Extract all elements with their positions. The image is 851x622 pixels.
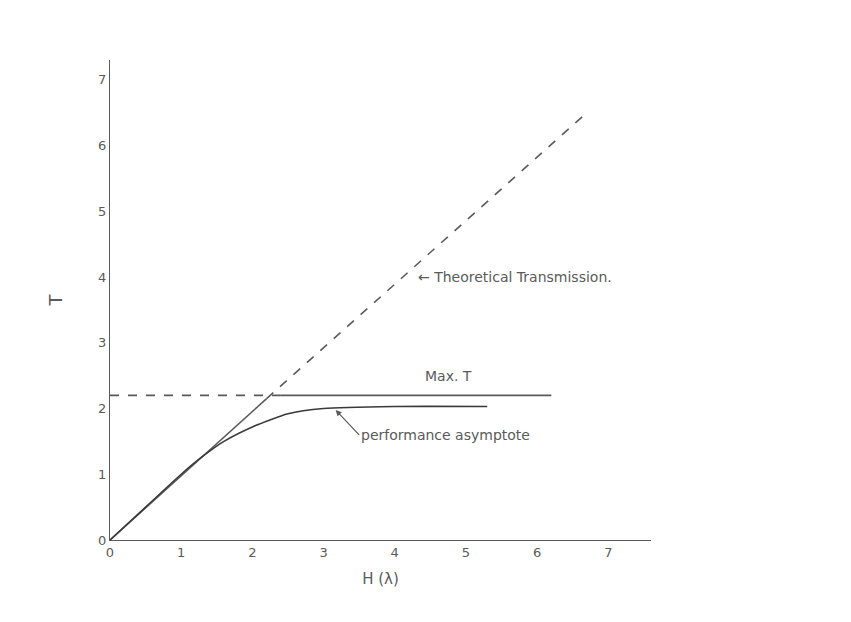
svg-text:6: 6: [533, 545, 541, 560]
svg-text:7: 7: [604, 545, 612, 560]
svg-text:← Theoretical Transmission.: ← Theoretical Transmission.: [418, 269, 612, 285]
svg-text:3: 3: [98, 335, 106, 350]
svg-text:0: 0: [98, 533, 106, 548]
svg-text:2: 2: [248, 545, 256, 560]
svg-text:Max. T: Max. T: [425, 368, 472, 384]
svg-text:4: 4: [391, 545, 399, 560]
svg-text:5: 5: [98, 204, 106, 219]
svg-text:6: 6: [98, 138, 106, 153]
svg-text:1: 1: [98, 467, 106, 482]
svg-text:0: 0: [106, 545, 114, 560]
svg-text:4: 4: [98, 270, 106, 285]
svg-text:2: 2: [98, 401, 106, 416]
svg-text:performance asymptote: performance asymptote: [361, 427, 530, 443]
svg-text:5: 5: [462, 545, 470, 560]
svg-text:T: T: [45, 294, 66, 307]
svg-text:H (λ): H (λ): [362, 570, 399, 588]
svg-text:3: 3: [319, 545, 327, 560]
svg-text:7: 7: [98, 72, 106, 87]
svg-text:1: 1: [177, 545, 185, 560]
